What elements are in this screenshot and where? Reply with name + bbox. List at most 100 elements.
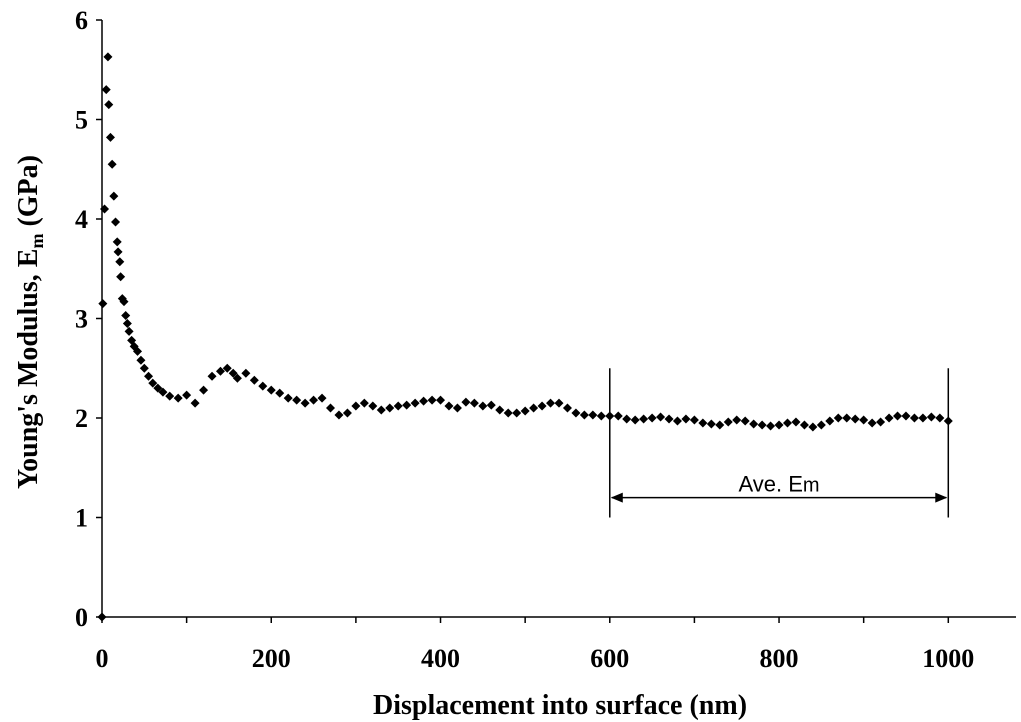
- data-point: [698, 418, 708, 428]
- data-point: [672, 416, 682, 426]
- data-point: [241, 368, 251, 378]
- data-point: [266, 385, 276, 395]
- data-point: [351, 401, 361, 411]
- data-point: [799, 420, 809, 430]
- data-point: [833, 413, 843, 423]
- data-point: [207, 371, 217, 381]
- data-point: [596, 411, 606, 421]
- data-point: [104, 100, 114, 110]
- data-point: [715, 420, 725, 430]
- data-point: [816, 420, 826, 430]
- data-point: [182, 390, 192, 400]
- x-tick-label: 400: [421, 644, 460, 673]
- data-point: [842, 413, 852, 423]
- data-point: [326, 403, 335, 413]
- x-tick-label: 200: [252, 644, 291, 673]
- data-point: [935, 413, 945, 423]
- data-point: [158, 387, 168, 397]
- data-point: [681, 414, 691, 424]
- data-point: [579, 410, 589, 420]
- data-point: [122, 318, 132, 328]
- data-point: [774, 420, 784, 430]
- data-point: [173, 393, 183, 403]
- data-point: [918, 413, 928, 423]
- data-point: [317, 393, 327, 403]
- data-point: [190, 398, 200, 408]
- data-point: [588, 410, 598, 420]
- data-point: [613, 411, 623, 421]
- average-label-subscript: m: [803, 475, 820, 497]
- data-point: [512, 408, 522, 418]
- data-point: [706, 419, 716, 429]
- data-point: [571, 408, 581, 418]
- data-point: [101, 85, 111, 95]
- arrow-head-left: [610, 492, 623, 503]
- data-point: [647, 413, 657, 423]
- data-point: [639, 414, 649, 424]
- data-point: [144, 371, 154, 381]
- data-point: [385, 403, 395, 413]
- data-point: [859, 415, 869, 425]
- y-tick-label: 4: [75, 205, 88, 234]
- data-point: [113, 247, 123, 257]
- arrow-head-right: [935, 492, 948, 503]
- data-point: [258, 381, 268, 391]
- data-point: [393, 401, 403, 411]
- data-point: [359, 398, 369, 408]
- data-point: [111, 217, 121, 227]
- data-point: [503, 408, 513, 418]
- data-point: [292, 395, 302, 405]
- data-point: [124, 326, 134, 336]
- data-point: [109, 191, 119, 201]
- data-point: [664, 414, 674, 424]
- data-point: [275, 388, 285, 398]
- data-point: [486, 400, 496, 410]
- x-tick-label: 1000: [922, 644, 974, 673]
- data-point: [909, 413, 919, 423]
- data-point: [342, 408, 352, 418]
- data-point: [133, 346, 143, 356]
- data-point: [368, 401, 378, 411]
- x-tick-label: 0: [96, 644, 109, 673]
- data-point: [115, 257, 125, 267]
- data-point: [926, 412, 936, 422]
- data-point: [867, 418, 877, 428]
- data-point: [116, 272, 126, 282]
- data-point: [119, 297, 129, 307]
- data-point: [222, 363, 232, 373]
- data-point: [791, 417, 801, 427]
- data-point: [554, 398, 564, 408]
- x-tick-label: 800: [760, 644, 799, 673]
- data-point: [112, 237, 122, 247]
- data-point: [495, 405, 505, 415]
- average-label-main: Ave. E: [738, 472, 802, 497]
- data-point: [783, 418, 792, 428]
- y-axis-title-unit: (GPa): [13, 155, 44, 234]
- data-point: [165, 391, 175, 401]
- data-point: [427, 395, 437, 405]
- data-point: [622, 414, 632, 424]
- data-point: [228, 368, 238, 378]
- data-point: [309, 395, 319, 405]
- data-point: [419, 396, 429, 406]
- data-point: [105, 132, 115, 142]
- data-point: [469, 398, 479, 408]
- data-point: [732, 415, 742, 425]
- data-point: [562, 403, 572, 413]
- average-label: Ave. Em: [738, 472, 819, 497]
- data-point: [546, 398, 556, 408]
- data-point: [376, 405, 386, 415]
- data-point: [402, 400, 412, 410]
- data-point: [98, 299, 108, 309]
- data-point: [107, 159, 117, 169]
- data-point: [808, 422, 818, 432]
- data-point: [199, 385, 209, 395]
- data-point: [283, 393, 293, 403]
- data-point: [630, 415, 640, 425]
- y-tick-label: 6: [75, 6, 88, 35]
- data-point: [103, 52, 113, 62]
- data-points: [97, 52, 953, 622]
- data-point: [689, 415, 699, 425]
- x-axis-title: Displacement into surface (nm): [373, 690, 747, 721]
- data-point: [901, 411, 911, 421]
